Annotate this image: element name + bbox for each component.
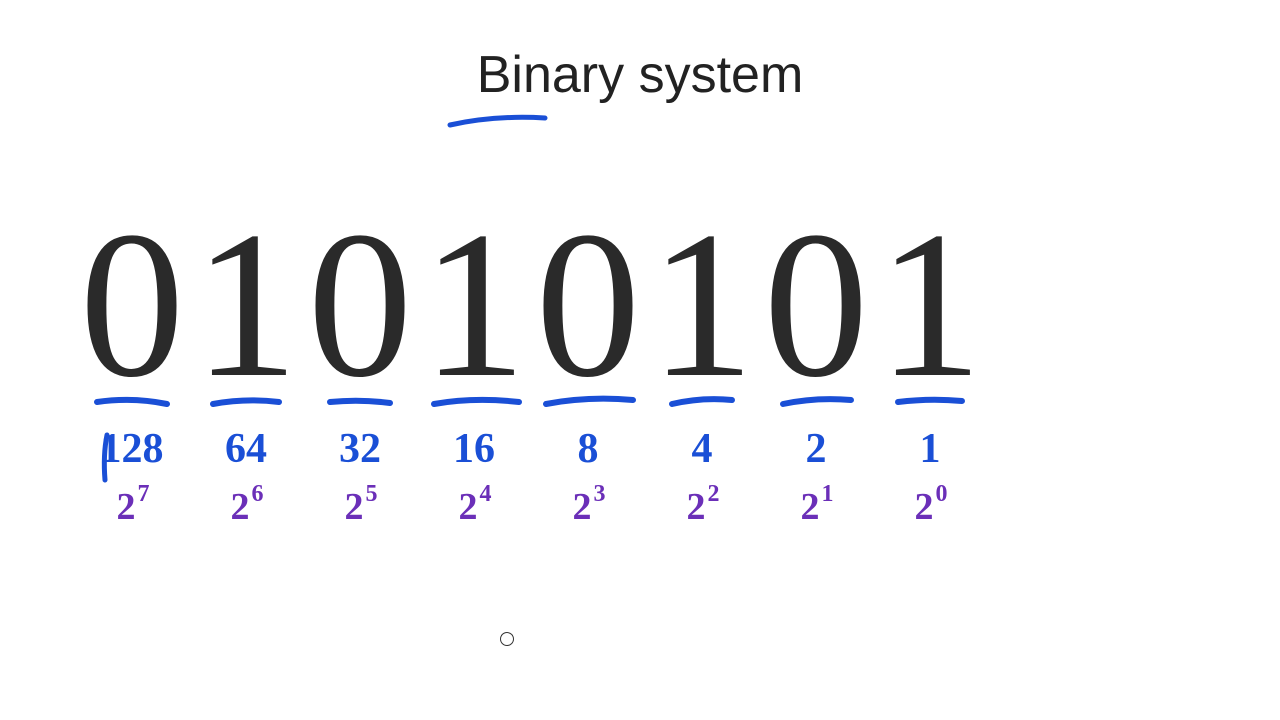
powers-row: 27 26 25 24 23 22 21 20 — [75, 485, 987, 529]
power-cell: 24 — [417, 485, 531, 529]
place-values-row: 128 64 32 16 8 4 2 1 — [75, 425, 987, 473]
power-base: 2 — [915, 485, 934, 529]
binary-digit: 1 — [417, 200, 531, 410]
place-value: 16 — [417, 425, 531, 473]
underline-cell — [189, 392, 303, 410]
binary-digit: 0 — [759, 200, 873, 410]
power-exp: 6 — [252, 481, 264, 508]
place-value: 1 — [873, 425, 987, 473]
underline-cell — [759, 392, 873, 410]
underline-cell — [645, 392, 759, 410]
cursor-circle-icon — [500, 632, 514, 646]
power-base: 2 — [573, 485, 592, 529]
binary-digit: 0 — [531, 200, 645, 410]
binary-digits-row: 0 1 0 1 0 1 0 1 — [75, 200, 987, 410]
power-cell: 27 — [75, 485, 189, 529]
underline-cell — [873, 392, 987, 410]
power-base: 2 — [687, 485, 706, 529]
binary-digit: 0 — [303, 200, 417, 410]
place-value: 64 — [189, 425, 303, 473]
power-base: 2 — [801, 485, 820, 529]
binary-digit: 1 — [873, 200, 987, 410]
power-base: 2 — [459, 485, 478, 529]
place-value: 32 — [303, 425, 417, 473]
power-base: 2 — [345, 485, 364, 529]
power-cell: 26 — [189, 485, 303, 529]
power-cell: 22 — [645, 485, 759, 529]
underline-cell — [303, 392, 417, 410]
underline-cell — [75, 392, 189, 410]
page-title: Binary system — [477, 45, 804, 105]
power-exp: 4 — [480, 481, 492, 508]
place-value: 4 — [645, 425, 759, 473]
power-exp: 7 — [138, 481, 150, 508]
place-value: 8 — [531, 425, 645, 473]
place-value: 128 — [75, 425, 189, 473]
title-underline-stroke — [445, 110, 555, 130]
power-cell: 20 — [873, 485, 987, 529]
power-exp: 0 — [936, 481, 948, 508]
binary-digit: 0 — [75, 200, 189, 410]
power-cell: 23 — [531, 485, 645, 529]
binary-digit: 1 — [645, 200, 759, 410]
underline-cell — [417, 392, 531, 410]
power-cell: 21 — [759, 485, 873, 529]
power-exp: 5 — [366, 481, 378, 508]
underline-cell — [531, 392, 645, 410]
power-exp: 2 — [708, 481, 720, 508]
power-base: 2 — [117, 485, 136, 529]
power-cell: 25 — [303, 485, 417, 529]
underlines-row — [75, 392, 987, 410]
place-value: 2 — [759, 425, 873, 473]
power-base: 2 — [231, 485, 250, 529]
power-exp: 3 — [594, 481, 606, 508]
binary-digit: 1 — [189, 200, 303, 410]
power-exp: 1 — [822, 481, 834, 508]
